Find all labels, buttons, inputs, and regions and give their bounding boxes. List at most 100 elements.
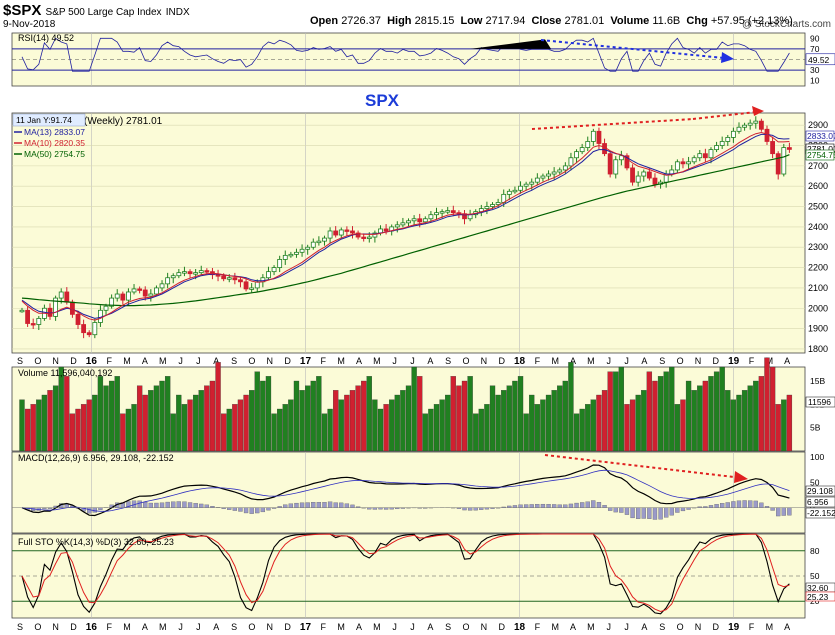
price-candle: [641, 171, 647, 177]
rsi-ytick-label: 10: [810, 76, 820, 86]
price-candle: [165, 277, 171, 285]
volume-bar: [529, 394, 535, 452]
price-ytick-label: 2400: [808, 222, 828, 232]
price-xtick-label: M: [159, 356, 167, 366]
volume-bar: [573, 413, 580, 452]
sto-xtick-label: F: [321, 622, 327, 632]
volume-bar: [433, 404, 440, 452]
price-candle: [383, 228, 389, 232]
ma50-line: [21, 154, 790, 307]
price-candle: [490, 204, 495, 207]
price-candle: [557, 169, 563, 173]
price-xtick-label: 18: [514, 356, 526, 367]
price-candle: [551, 171, 557, 175]
macd-histogram-bar: [283, 504, 288, 508]
macd-histogram-bar: [652, 507, 658, 520]
volume-bar: [400, 390, 406, 452]
sto-xtick-label: N: [267, 622, 274, 632]
price-xtick-label: F: [321, 356, 327, 366]
volume-bar: [562, 380, 568, 452]
price-candle: [282, 254, 288, 260]
rsi-legend: RSI(14) 49.52: [18, 33, 74, 43]
sto-xtick-label: F: [535, 622, 541, 632]
volume-bar: [108, 380, 115, 452]
sto-xtick-label: S: [231, 622, 237, 632]
price-candle: [333, 230, 339, 236]
macd-value-label: -22.152: [807, 508, 835, 518]
macd-histogram-bar: [327, 501, 333, 508]
macd-histogram-bar: [176, 501, 181, 508]
sto-ytick-label: 50: [810, 571, 820, 581]
sto-xtick-label: M: [337, 622, 345, 632]
price-candle: [579, 147, 585, 153]
sto-xtick-label: J: [410, 622, 415, 632]
price-candle: [697, 153, 703, 159]
rsi-ytick-label: 90: [810, 33, 820, 43]
price-candle: [120, 293, 126, 301]
macd-histogram-bar: [523, 504, 529, 508]
macd-histogram-bar: [232, 507, 238, 511]
volume-bar: [758, 376, 765, 452]
price-xtick-label: A: [784, 356, 790, 366]
volume-bar: [657, 376, 664, 452]
volume-bar: [669, 366, 675, 452]
price-candle: [36, 318, 42, 325]
price-xtick-label: 17: [300, 356, 312, 367]
volume-bar: [730, 399, 737, 452]
macd-histogram-bar: [372, 507, 378, 510]
sto-d-line: [21, 533, 790, 613]
macd-histogram-bar: [658, 507, 663, 520]
price-candle: [221, 275, 227, 280]
volume-ytick-label: 15B: [810, 376, 825, 386]
price-candle: [266, 271, 271, 279]
price-candle: [103, 305, 109, 311]
price-candle: [770, 141, 775, 155]
macd-histogram-bar: [182, 501, 187, 508]
sto-xtick-label: D: [713, 622, 720, 632]
symbol-title: $SPX S&P 500 Large Cap Index INDX: [3, 2, 190, 19]
price-xtick-label: O: [463, 356, 470, 366]
price-xtick-label: N: [52, 356, 59, 366]
macd-histogram-bar: [507, 505, 512, 508]
macd-histogram-bar: [624, 507, 630, 515]
sto-xtick-label: N: [695, 622, 702, 632]
price-candle: [142, 289, 148, 297]
volume-bar: [316, 376, 322, 452]
price-candle: [630, 167, 635, 183]
volume-bar: [58, 366, 64, 452]
macd-value-box: [805, 496, 835, 508]
volume-bar: [747, 385, 753, 452]
macd-histogram-bar: [675, 507, 680, 513]
volume-bar: [607, 371, 613, 452]
volume-bar: [103, 385, 109, 452]
price-xtick-label: J: [178, 356, 183, 366]
volume-value-box: [805, 396, 835, 408]
macd-histogram-bar: [641, 507, 646, 519]
volume-bar: [75, 408, 81, 452]
macd-histogram-bar: [770, 507, 775, 511]
volume-bar: [585, 404, 591, 452]
volume-bar: [478, 408, 484, 452]
volume-bar: [153, 385, 160, 452]
macd-histogram-bar: [725, 502, 730, 508]
rsi-value-label: 49.52: [808, 55, 830, 65]
volume-bar: [394, 394, 400, 452]
volume-bar: [69, 413, 76, 452]
volume-bar: [288, 399, 294, 452]
price-candle: [249, 287, 255, 290]
price-xtick-label: O: [248, 356, 255, 366]
price-candle: [316, 240, 322, 244]
volume-bar: [64, 376, 70, 452]
macd-histogram-bar: [316, 502, 322, 508]
price-candle: [546, 173, 551, 177]
price-right-label: 2781.01: [807, 144, 835, 154]
price-candle: [53, 297, 59, 317]
price-candle: [730, 130, 736, 138]
macd-histogram-bar: [636, 507, 641, 519]
price-candle: [47, 307, 53, 317]
volume-bar: [148, 390, 154, 452]
index-name: S&P 500 Large Cap Index: [45, 7, 162, 18]
price-candle: [338, 229, 344, 236]
macd-histogram-bar: [568, 503, 574, 508]
macd-histogram-bar: [143, 501, 148, 508]
